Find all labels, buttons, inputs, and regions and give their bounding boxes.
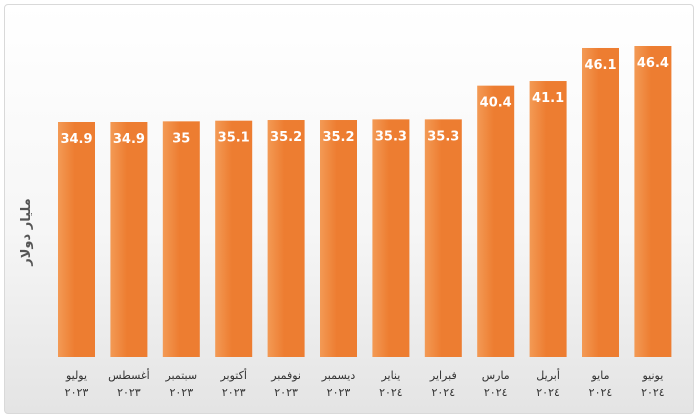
bar: [634, 46, 672, 357]
y-axis-label: مليار دولار: [19, 198, 34, 266]
data-label: 35.3: [375, 129, 407, 144]
data-label: 35.2: [322, 130, 354, 145]
x-tick-label-month: فبراير: [429, 369, 457, 382]
data-label: 41.1: [532, 91, 564, 106]
x-tick-label-month: ديسمبر: [321, 369, 356, 382]
x-tick-label-month: سبتمبر: [164, 369, 197, 382]
x-tick-label-year: ٢٠٢٤: [431, 386, 455, 399]
bar: [320, 120, 357, 357]
bar: [215, 120, 253, 358]
x-tick-label-year: ٢٠٢٣: [65, 386, 89, 399]
x-tick-label-month: مارس: [482, 369, 510, 382]
data-label: 35.2: [270, 130, 302, 145]
bar: [58, 122, 95, 357]
x-tick-label-year: ٢٠٢٣: [169, 386, 193, 399]
data-label: 46.1: [584, 58, 616, 73]
bar: [110, 122, 148, 357]
bar: [267, 120, 305, 357]
x-tick-label-month: أكتوبر: [219, 368, 246, 382]
x-tick-label-year: ٢٠٢٤: [589, 386, 613, 399]
x-tick-label-month: مايو: [591, 369, 610, 382]
data-label: 46.4: [637, 56, 669, 71]
x-tick-label-month: أغسطس: [108, 368, 150, 382]
data-label: 35: [172, 131, 190, 146]
x-tick-label-month: يوليو: [65, 369, 87, 382]
bar: [372, 119, 410, 357]
x-tick-label-year: ٢٠٢٣: [222, 386, 246, 399]
x-tick-label-month: يناير: [380, 369, 400, 382]
bar: [582, 47, 619, 358]
data-label: 35.1: [218, 131, 250, 146]
x-tick-label-year: ٢٠٢٤: [484, 386, 508, 399]
x-tick-label-year: ٢٠٢٣: [274, 386, 298, 399]
data-label: 34.9: [60, 132, 92, 147]
x-tick-label-year: ٢٠٢٣: [327, 386, 351, 399]
bar: [529, 81, 567, 357]
data-label: 35.3: [427, 129, 459, 144]
x-tick-label-year: ٢٠٢٤: [641, 386, 665, 399]
data-label: 34.9: [113, 132, 145, 147]
x-tick-label-year: ٢٠٢٣: [117, 386, 141, 399]
data-label: 40.4: [480, 96, 512, 111]
x-tick-label-month: أبريل: [536, 368, 560, 382]
x-tick-label-month: يونيو: [641, 369, 663, 382]
x-tick-label-year: ٢٠٢٤: [536, 386, 560, 399]
x-tick-label-month: نوفمبر: [270, 369, 301, 382]
x-tick-label-year: ٢٠٢٤: [379, 386, 403, 399]
bar: [424, 119, 462, 357]
bar: [162, 121, 200, 357]
bar: [477, 85, 515, 358]
